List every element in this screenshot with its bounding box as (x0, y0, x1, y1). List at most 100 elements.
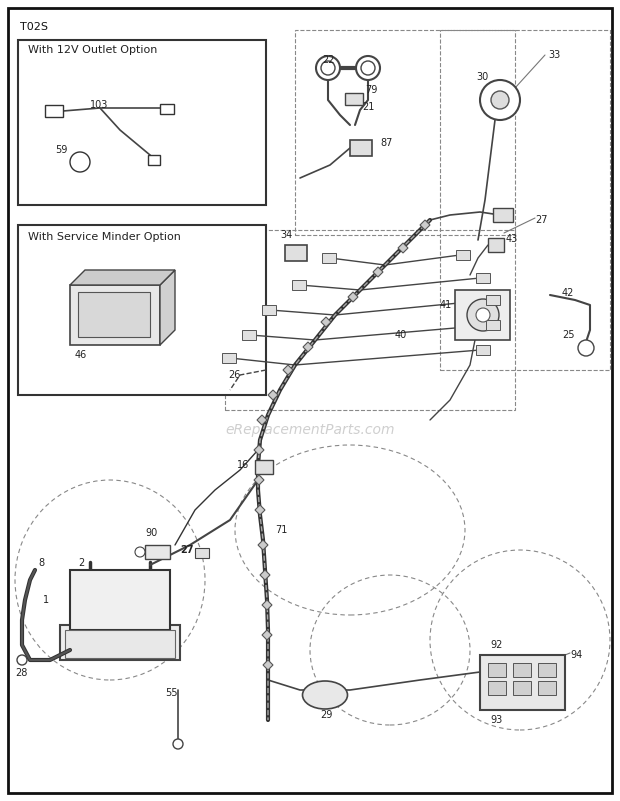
Text: 93: 93 (490, 715, 502, 725)
Bar (538, 681, 556, 695)
Bar (70, 570, 170, 630)
Polygon shape (263, 660, 273, 670)
Bar (493, 208, 513, 222)
Bar (45, 105, 63, 117)
Text: 59: 59 (55, 145, 68, 155)
Text: 79: 79 (365, 85, 378, 95)
Text: 25: 25 (562, 330, 575, 340)
Bar (488, 681, 506, 695)
Bar (18, 40, 266, 205)
Circle shape (578, 340, 594, 356)
Polygon shape (260, 570, 270, 580)
Bar (195, 548, 209, 558)
Text: 34: 34 (280, 230, 292, 240)
Text: 30: 30 (476, 72, 489, 82)
Bar (262, 305, 276, 315)
Bar (486, 295, 500, 305)
Polygon shape (255, 505, 265, 515)
Bar (476, 273, 490, 283)
Bar (440, 30, 610, 370)
Bar (350, 140, 372, 156)
Text: With 12V Outlet Option: With 12V Outlet Option (28, 45, 157, 55)
Circle shape (70, 152, 90, 172)
Polygon shape (258, 540, 268, 550)
Bar (480, 655, 565, 710)
Text: 21: 21 (362, 102, 374, 112)
Bar (486, 320, 500, 330)
Circle shape (17, 655, 27, 665)
Circle shape (356, 56, 380, 80)
Bar (285, 245, 307, 261)
Polygon shape (70, 270, 175, 285)
Bar (488, 663, 506, 677)
Polygon shape (160, 270, 175, 345)
Polygon shape (283, 365, 293, 375)
Text: 26: 26 (228, 370, 241, 380)
Bar (476, 345, 490, 355)
Polygon shape (420, 220, 430, 230)
Polygon shape (321, 317, 331, 327)
Text: 22: 22 (322, 55, 335, 65)
Text: 87: 87 (380, 138, 392, 148)
Bar (488, 238, 504, 252)
Bar (322, 253, 336, 263)
Polygon shape (257, 415, 267, 425)
Polygon shape (303, 342, 313, 352)
Polygon shape (398, 243, 408, 253)
Bar (345, 93, 363, 105)
Polygon shape (262, 630, 272, 640)
Circle shape (135, 547, 145, 557)
Polygon shape (373, 267, 383, 277)
Text: 2: 2 (78, 558, 84, 568)
Circle shape (316, 56, 340, 80)
Polygon shape (268, 390, 278, 400)
Bar (513, 663, 531, 677)
Text: 16: 16 (237, 460, 249, 470)
Bar (18, 225, 266, 395)
Bar (538, 663, 556, 677)
Bar (60, 625, 180, 660)
Text: 33: 33 (548, 50, 560, 60)
Circle shape (321, 61, 335, 75)
Text: 28: 28 (15, 668, 27, 678)
Text: 92: 92 (490, 640, 502, 650)
Bar (160, 104, 174, 114)
Circle shape (476, 308, 490, 322)
Text: 8: 8 (38, 558, 44, 568)
Bar (255, 460, 273, 474)
Bar (455, 290, 510, 340)
Bar (148, 155, 160, 165)
Bar (225, 230, 515, 410)
Bar (65, 630, 175, 658)
Circle shape (173, 739, 183, 749)
Bar (513, 681, 531, 695)
Bar (295, 30, 515, 235)
Circle shape (361, 61, 375, 75)
Polygon shape (262, 600, 272, 610)
Text: eReplacementParts.com: eReplacementParts.com (225, 423, 395, 437)
Text: 43: 43 (506, 234, 518, 244)
Text: With Service Minder Option: With Service Minder Option (28, 232, 181, 242)
Circle shape (491, 91, 509, 109)
Text: 103: 103 (90, 100, 108, 110)
Text: 46: 46 (75, 350, 87, 360)
Text: 90: 90 (145, 528, 157, 538)
Bar (70, 285, 160, 345)
Text: 41: 41 (440, 300, 452, 310)
Text: 27: 27 (535, 215, 547, 225)
Text: T02S: T02S (20, 22, 48, 32)
Bar (242, 330, 256, 340)
Text: 71: 71 (275, 525, 288, 535)
Circle shape (480, 80, 520, 120)
Polygon shape (348, 292, 358, 302)
Text: 1: 1 (43, 595, 49, 605)
Bar (222, 353, 236, 363)
Text: 42: 42 (562, 288, 574, 298)
Bar (145, 545, 170, 559)
Polygon shape (254, 475, 264, 485)
Text: 27: 27 (180, 545, 193, 555)
Text: 94: 94 (570, 650, 582, 660)
Text: 29: 29 (320, 710, 332, 720)
Text: 40: 40 (395, 330, 407, 340)
Ellipse shape (303, 681, 347, 709)
